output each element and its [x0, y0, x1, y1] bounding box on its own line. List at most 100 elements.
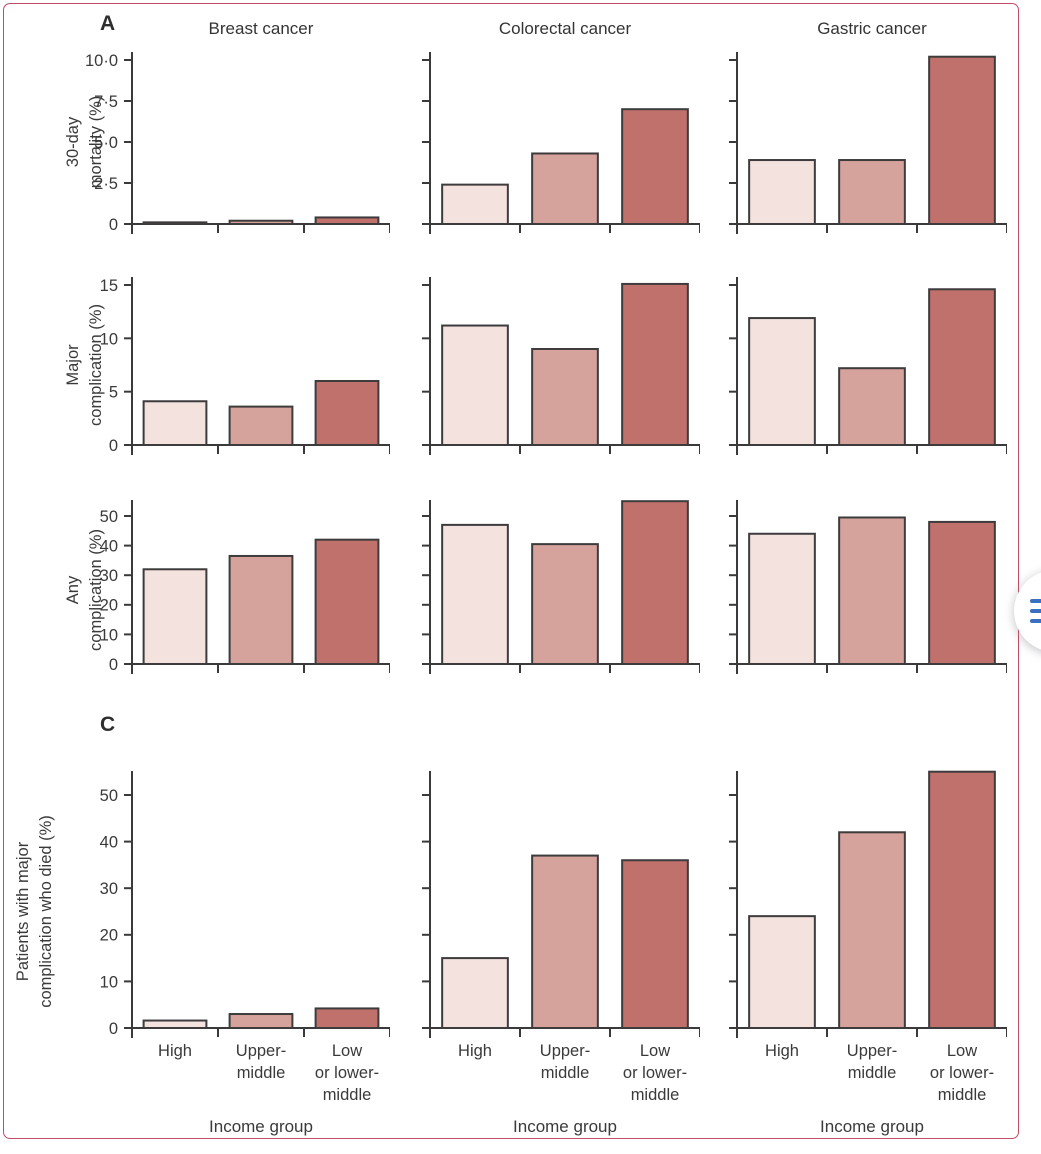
chart-cell	[418, 498, 701, 681]
bar-upper-middle	[838, 159, 906, 225]
x-category-label: middle	[848, 1064, 897, 1082]
chart-cell: High Upper-middle Low or lower-middle Income…	[725, 769, 1008, 1154]
y-tick-label: 7·5	[94, 93, 118, 111]
chart-cell: High Upper-middle Low or lower-middle Income…	[418, 769, 701, 1154]
y-axis-title: Patients with major	[14, 841, 32, 981]
bar-upper-middle	[228, 554, 294, 665]
bar-low-or-lower-middle	[621, 500, 689, 666]
bar-low-or-lower-middle	[314, 538, 380, 665]
chart-gastric-row1	[729, 52, 1008, 234]
y-tick-label: 30	[100, 567, 118, 585]
bar-low-or-lower-middle	[621, 859, 689, 1029]
y-axis-title: complication (%)	[87, 304, 105, 426]
x-category-label: middle	[323, 1086, 372, 1104]
bar-high	[441, 183, 509, 225]
y-tick-label: 10·0	[85, 52, 118, 70]
chart-row-30-day-mortality: 0 2·5 5·0 7·5 10·0 30-day mortality (%)	[0, 50, 1008, 241]
y-tick-label: 50	[100, 787, 118, 805]
chart-breast-row4: 0 10 20 30 40 50 Patients with major complicati…	[14, 771, 391, 1136]
x-category-label: middle	[541, 1064, 590, 1082]
x-category-label: High	[765, 1042, 799, 1060]
bar-upper-middle	[531, 543, 599, 665]
chart-cell	[418, 50, 701, 241]
chart-cell	[725, 50, 1008, 241]
chart-row-any-complication: 0 10 20 30 40 50 Any complication (%)	[0, 498, 1008, 681]
chart-colorectal-row3	[422, 500, 701, 674]
bar-low-or-lower-middle	[928, 55, 996, 225]
bar-high	[748, 159, 816, 225]
x-axis-title: Income group	[209, 1117, 313, 1136]
bar-upper-middle	[228, 405, 294, 447]
chart-colorectal-row2	[422, 277, 701, 455]
chart-row-patients-with-major-complication-who-died: 0 10 20 30 40 50 Patients with major complicati…	[0, 769, 1008, 1154]
chart-gastric-row2	[729, 277, 1008, 455]
bar-high	[748, 915, 816, 1029]
y-tick-label: 2·5	[94, 175, 118, 193]
y-tick-label: 40	[100, 538, 118, 556]
y-tick-label: 10	[100, 330, 118, 348]
panel-a-label: A	[100, 12, 116, 35]
x-category-label: or lower-	[623, 1064, 687, 1082]
floating-menu-button[interactable]	[1014, 570, 1041, 652]
bar-high	[748, 532, 816, 666]
y-tick-label: 40	[100, 834, 118, 852]
chart-breast-row3: 0 10 20 30 40 50 Any complication (%)	[64, 500, 391, 674]
x-axis-title: Income group	[820, 1117, 924, 1136]
y-tick-label: 50	[100, 508, 118, 526]
bar-high	[142, 221, 208, 226]
bar-upper-middle	[838, 831, 906, 1029]
chart-gastric-row4: High Upper-middle Low or lower-middle Income…	[729, 770, 1008, 1136]
y-tick-label: 5	[109, 384, 118, 402]
y-tick-label: 30	[100, 880, 118, 898]
x-axis-title: Income group	[513, 1117, 617, 1136]
x-category-label: or lower-	[930, 1064, 994, 1082]
y-tick-label: 20	[100, 927, 118, 945]
y-tick-label: 5·0	[94, 134, 118, 152]
bar-upper-middle	[228, 1013, 294, 1030]
bar-low-or-lower-middle	[928, 770, 996, 1029]
bar-high	[748, 317, 816, 446]
x-category-label: Low	[332, 1042, 362, 1060]
bar-upper-middle	[838, 516, 906, 666]
x-category-label: High	[458, 1042, 492, 1060]
chart-breast-row2: 0 5 10 15 Major complication (%)	[64, 277, 391, 455]
panel-c-band: C	[0, 681, 1007, 769]
chart-cell	[725, 498, 1008, 681]
x-category-label: Upper-	[540, 1042, 590, 1060]
hamburger-menu-icon	[1030, 599, 1041, 603]
y-tick-label: 0	[109, 437, 118, 455]
y-tick-label: 15	[100, 277, 118, 295]
bar-high	[142, 400, 208, 447]
bar-low-or-lower-middle	[314, 216, 380, 226]
chart-cell: 0 5 10 15 Major complication (%)	[0, 275, 391, 462]
y-axis-title: Any	[64, 575, 82, 604]
bar-high	[441, 324, 509, 446]
column-title-gastric: Gastric cancer	[817, 19, 927, 38]
column-title-colorectal: Colorectal cancer	[498, 19, 632, 38]
x-category-label: middle	[631, 1086, 680, 1104]
y-axis-title: complication (%)	[87, 529, 105, 651]
bar-high	[441, 523, 509, 665]
bar-low-or-lower-middle	[314, 380, 380, 446]
bar-low-or-lower-middle	[928, 520, 996, 666]
bar-low-or-lower-middle	[928, 288, 996, 447]
chart-cell: 0 10 20 30 40 50 Any complication (%)	[0, 498, 391, 681]
x-category-label: Low	[947, 1042, 977, 1060]
y-tick-label: 10	[100, 626, 118, 644]
panel-c-label: C	[100, 713, 116, 736]
y-axis-title: complication who died (%)	[37, 815, 55, 1008]
chart-row-major-complication: 0 5 10 15 Major complication (%)	[0, 275, 1008, 462]
y-tick-label: 0	[109, 656, 118, 674]
y-axis-title: 30-day	[64, 116, 82, 167]
column-titles-row: Breast cancer Colorectal cancer Gastric …	[0, 16, 1007, 50]
x-category-label: Upper-	[236, 1042, 286, 1060]
y-axis-title: mortality (%)	[87, 96, 105, 189]
x-category-label: Upper-	[847, 1042, 897, 1060]
y-tick-label: 20	[100, 597, 118, 615]
bar-high	[142, 1019, 208, 1030]
chart-colorectal-row4: High Upper-middle Low or lower-middle Income…	[422, 771, 701, 1136]
hamburger-menu-icon	[1030, 619, 1041, 623]
y-tick-label: 0	[109, 1020, 118, 1038]
x-category-label: Low	[640, 1042, 670, 1060]
